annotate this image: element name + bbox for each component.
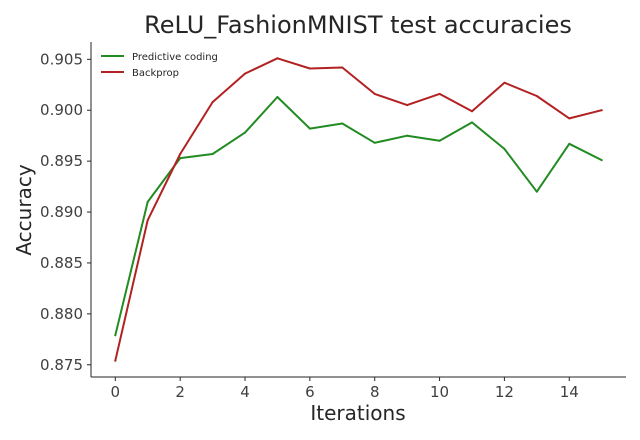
y-tick-label: 0.895 bbox=[40, 152, 83, 170]
data-point bbox=[373, 92, 376, 95]
data-point bbox=[211, 101, 214, 104]
x-tick-label: 2 bbox=[175, 383, 185, 401]
y-tick-label: 0.875 bbox=[40, 356, 83, 374]
data-point bbox=[211, 153, 214, 156]
data-point bbox=[470, 110, 473, 113]
data-point bbox=[600, 109, 603, 112]
data-point bbox=[503, 81, 506, 84]
y-tick-label: 0.905 bbox=[40, 50, 83, 68]
data-point bbox=[276, 95, 279, 98]
x-tick-label: 10 bbox=[430, 383, 449, 401]
data-point bbox=[341, 122, 344, 125]
data-point bbox=[146, 219, 149, 222]
data-point bbox=[308, 127, 311, 130]
x-ticks: 0 2 4 6 8 10 12 14 bbox=[111, 377, 579, 401]
x-axis-label: Iterations bbox=[310, 401, 405, 425]
series-line-1 bbox=[114, 57, 603, 362]
data-point bbox=[244, 131, 247, 134]
y-tick-label: 0.885 bbox=[40, 254, 83, 272]
data-point bbox=[535, 190, 538, 193]
y-tick-label: 0.890 bbox=[40, 203, 83, 221]
data-point bbox=[179, 157, 182, 160]
chart-title: ReLU_FashionMNIST test accuracies bbox=[144, 11, 572, 39]
data-point bbox=[535, 94, 538, 97]
x-tick-label: 0 bbox=[111, 383, 121, 401]
data-point bbox=[406, 134, 409, 137]
y-ticks: 0.875 0.880 0.885 0.890 0.895 0.900 0.905 bbox=[40, 50, 91, 374]
y-tick-label: 0.900 bbox=[40, 101, 83, 119]
data-point bbox=[244, 72, 247, 75]
y-tick-label: 0.880 bbox=[40, 305, 83, 323]
data-point bbox=[114, 334, 117, 337]
data-point bbox=[503, 147, 506, 150]
data-point bbox=[438, 139, 441, 142]
data-point bbox=[568, 117, 571, 120]
data-point bbox=[146, 200, 149, 203]
data-point bbox=[600, 159, 603, 162]
data-point bbox=[373, 141, 376, 144]
data-point bbox=[470, 121, 473, 124]
data-point bbox=[438, 92, 441, 95]
legend: Predictive coding Backprop bbox=[101, 52, 218, 79]
x-tick-label: 14 bbox=[560, 383, 579, 401]
data-point bbox=[276, 57, 279, 60]
plot-area: 0 2 4 6 8 10 12 14 0.875 0.880 0.885 0.890 0.895 0.9… bbox=[40, 42, 626, 401]
data-point bbox=[406, 104, 409, 107]
data-point bbox=[341, 66, 344, 69]
x-tick-label: 8 bbox=[370, 383, 380, 401]
data-point bbox=[568, 142, 571, 145]
y-axis-label: Accuracy bbox=[12, 164, 36, 255]
data-point bbox=[179, 153, 182, 156]
data-point bbox=[114, 359, 117, 362]
x-tick-label: 4 bbox=[240, 383, 250, 401]
series-line-0 bbox=[114, 96, 603, 337]
data-point bbox=[308, 67, 311, 70]
series-layer bbox=[114, 57, 603, 362]
legend-label: Backprop bbox=[132, 68, 179, 79]
x-tick-label: 12 bbox=[495, 383, 514, 401]
x-tick-label: 6 bbox=[305, 383, 315, 401]
legend-label: Predictive coding bbox=[132, 52, 218, 63]
